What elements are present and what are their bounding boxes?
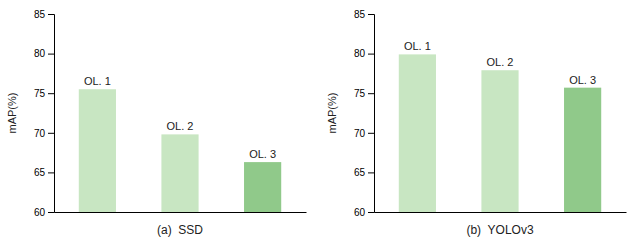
panel-title: (a) SSD [157,223,203,237]
y-tick-mark [368,212,374,213]
y-tick: 60 [354,207,374,218]
bar [161,134,198,212]
bar-label: OL. 2 [487,56,514,68]
bar-labels: OL. 1 OL. 2 OL. 3 [404,40,596,85]
bar-label: OL. 3 [249,148,276,160]
bar-label: OL. 3 [569,74,596,86]
bar [244,162,281,212]
bar-label: OL. 2 [167,120,194,132]
y-axis-title: mAP(%) [6,93,18,134]
y-tick-label: 80 [34,48,46,59]
y-tick: 65 [34,167,54,178]
y-tick: 60 [34,207,54,218]
x-axis [375,212,627,213]
bar-label: OL. 1 [404,40,431,52]
bar [79,89,116,212]
bar-label: OL. 1 [84,75,111,87]
figure: 60 65 70 75 80 85 OL. 1 OL. 2 OL. 3 mAP(%) (a) SSD… [0,0,640,242]
y-axis: 60 65 70 75 80 85 [34,9,55,218]
y-tick-label: 60 [354,207,366,218]
panel-title: (b) YOLOv3 [466,223,533,237]
bar [399,54,436,212]
y-tick-label: 75 [34,88,46,99]
y-tick-mark [48,212,54,213]
y-tick-label: 60 [34,207,46,218]
y-axis-line [48,15,55,213]
y-tick-mark [48,54,54,55]
y-tick-label: 85 [34,9,46,20]
y-tick-label: 75 [354,88,366,99]
y-axis: 60 65 70 75 80 85 [354,9,375,218]
panel: 60 65 70 75 80 85 OL. 1 OL. 2 OL. 3 mAP(%) (a) SSD [6,9,307,237]
x-axis [55,212,307,213]
x-axis-line [375,212,627,213]
y-tick: 85 [34,9,54,20]
y-tick-mark [368,14,374,15]
y-tick-label: 65 [354,167,366,178]
y-tick-mark [368,133,374,134]
bar [564,88,601,212]
panel: 60 65 70 75 80 85 OL. 1 OL. 2 OL. 3 mAP(%) (b) YOL… [326,9,627,237]
y-tick: 75 [354,88,374,99]
y-tick: 75 [34,88,54,99]
bar-labels: OL. 1 OL. 2 OL. 3 [84,75,276,160]
y-tick-mark [368,172,374,173]
y-tick-mark [48,172,54,173]
y-tick: 80 [34,48,54,59]
y-tick: 65 [354,167,374,178]
y-axis-line [368,15,375,213]
y-tick-mark [368,93,374,94]
y-tick: 70 [354,128,374,139]
y-tick-label: 70 [354,128,366,139]
y-tick-mark [48,93,54,94]
y-tick: 70 [34,128,54,139]
y-tick-label: 65 [34,167,46,178]
y-tick-label: 70 [34,128,46,139]
y-tick: 80 [354,48,374,59]
bars [399,54,601,212]
x-axis-line [55,212,307,213]
y-tick-mark [368,54,374,55]
y-tick-label: 80 [354,48,366,59]
y-axis-title: mAP(%) [326,93,338,134]
bar [481,70,518,212]
y-tick: 85 [354,9,374,20]
y-tick-mark [48,133,54,134]
y-tick-label: 85 [354,9,366,20]
y-tick-mark [48,14,54,15]
bars [79,89,281,212]
